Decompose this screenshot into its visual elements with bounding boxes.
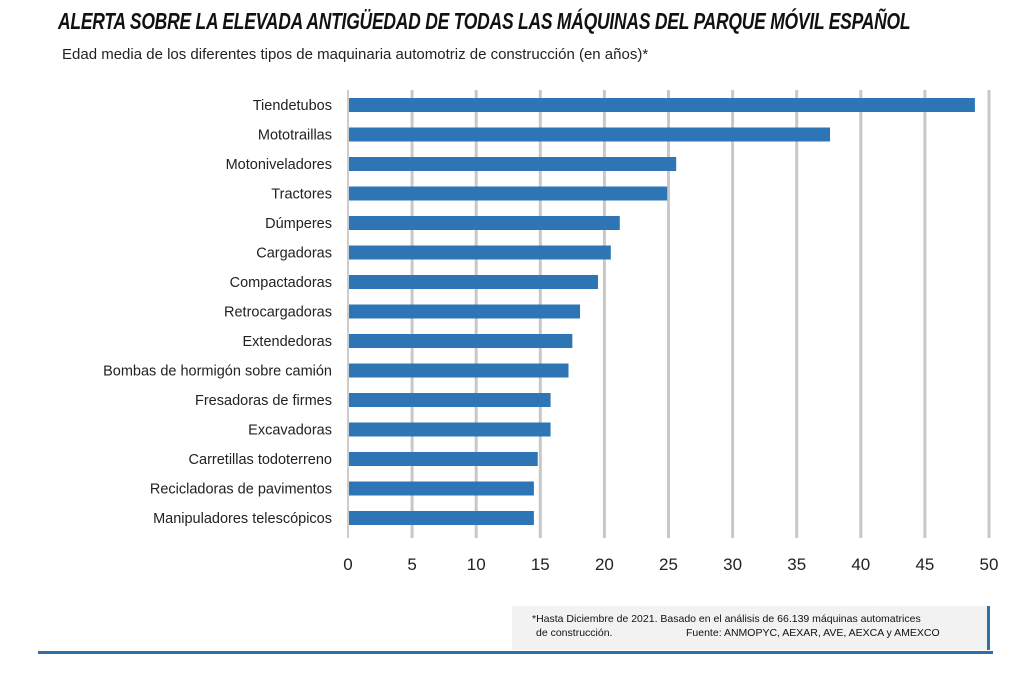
x-tick-label: 45 (915, 555, 934, 574)
category-label: Tiendetubos (253, 98, 332, 114)
x-tick-label: 25 (659, 555, 678, 574)
category-label: Fresadoras de firmes (195, 393, 332, 409)
category-label: Carretillas todoterreno (189, 452, 332, 468)
footnote-line2: de construcción. (536, 627, 613, 639)
bar (349, 481, 534, 496)
bar (349, 216, 620, 230)
x-tick-label: 15 (531, 555, 550, 574)
x-tick-label: 0 (343, 555, 352, 574)
chart-title: ALERTA SOBRE LA ELEVADA ANTIGÜEDAD DE TO… (58, 8, 911, 34)
category-label: Tractores (271, 187, 332, 203)
footnote-line2-row: de construcción. Fuente: ANMOPYC, AEXAR, … (532, 626, 987, 640)
category-label: Mototraillas (258, 128, 332, 144)
category-label: Cargadoras (256, 246, 332, 262)
bar-chart: 0 5 10 15 20 25 30 35 40 45 50 Tiendetubos Mototrail… (103, 90, 999, 574)
category-label: Manipuladores telescópicos (153, 511, 332, 527)
bar (349, 452, 538, 466)
x-tick-label: 20 (595, 555, 614, 574)
bar (349, 511, 534, 525)
bar (349, 393, 551, 407)
category-label: Recicladoras de pavimentos (150, 482, 332, 498)
bar (349, 98, 975, 112)
bar (349, 275, 598, 289)
category-label: Compactadoras (230, 275, 332, 291)
category-label: Retrocargadoras (224, 305, 332, 321)
footnote-box: *Hasta Diciembre de 2021. Basado en el a… (512, 606, 990, 650)
category-label: Excavadoras (248, 423, 332, 439)
bar (349, 186, 668, 201)
bar (349, 245, 611, 260)
bar (349, 304, 581, 319)
category-label: Dúmperes (265, 216, 332, 232)
x-tick-label: 5 (407, 555, 416, 574)
bar (349, 363, 569, 378)
category-label: Extendedoras (243, 334, 332, 350)
footnote-source: Fuente: ANMOPYC, AEXAR, AVE, AEXCA y AME… (686, 627, 940, 639)
bar (349, 127, 831, 142)
x-tick-label: 50 (980, 555, 999, 574)
x-tick-label: 40 (851, 555, 870, 574)
bar (349, 157, 677, 171)
category-label: Motoniveladores (226, 157, 332, 173)
x-tick-label: 30 (723, 555, 742, 574)
footnote-line1: *Hasta Diciembre de 2021. Basado en el a… (532, 613, 921, 625)
bar (349, 422, 551, 437)
chart-subtitle: Edad media de los diferentes tipos de ma… (62, 46, 649, 63)
x-tick-label: 35 (787, 555, 806, 574)
bar (349, 334, 573, 348)
category-label: Bombas de hormigón sobre camión (103, 364, 332, 380)
x-tick-label: 10 (467, 555, 486, 574)
bottom-rule (38, 651, 993, 654)
